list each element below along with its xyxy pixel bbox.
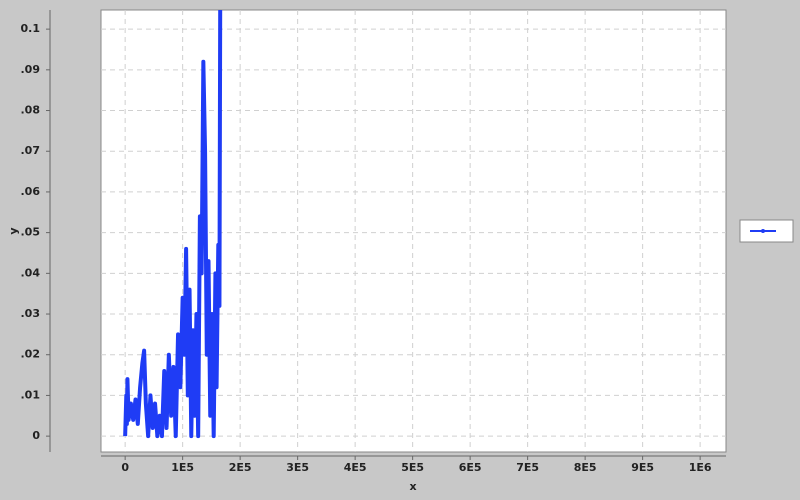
x-tick-label: 3E5 <box>286 461 309 474</box>
x-tick-label: 1E6 <box>689 461 712 474</box>
y-tick-label: 0 <box>32 429 40 442</box>
x-tick-label: 7E5 <box>516 461 539 474</box>
x-tick-label: 1E5 <box>171 461 194 474</box>
x-axis-label: x <box>409 480 416 493</box>
y-tick-label: .05 <box>21 226 41 239</box>
series-line <box>123 10 223 439</box>
y-tick-label: .09 <box>21 63 41 76</box>
x-tick-label: 8E5 <box>574 461 597 474</box>
legend-marker <box>761 229 765 233</box>
data <box>123 10 223 439</box>
x-tick-label: 5E5 <box>401 461 424 474</box>
y-tick-label: .01 <box>21 388 41 401</box>
grid <box>101 10 726 452</box>
y-tick-label: .06 <box>21 185 41 198</box>
y-tick-label: .02 <box>21 348 41 361</box>
y-tick-label: .08 <box>21 104 41 117</box>
y-tick-label: 0.1 <box>21 22 41 35</box>
y-tick-label: .04 <box>21 266 41 279</box>
y-axis-label: y <box>7 227 20 234</box>
x-tick-label: 6E5 <box>459 461 482 474</box>
x-tick-label: 9E5 <box>631 461 654 474</box>
x-tick-label: 2E5 <box>229 461 252 474</box>
y-tick-label: .03 <box>21 307 41 320</box>
y-tick-label: .07 <box>21 144 41 157</box>
x-tick-label: 4E5 <box>344 461 367 474</box>
x-tick-label: 0 <box>121 461 129 474</box>
